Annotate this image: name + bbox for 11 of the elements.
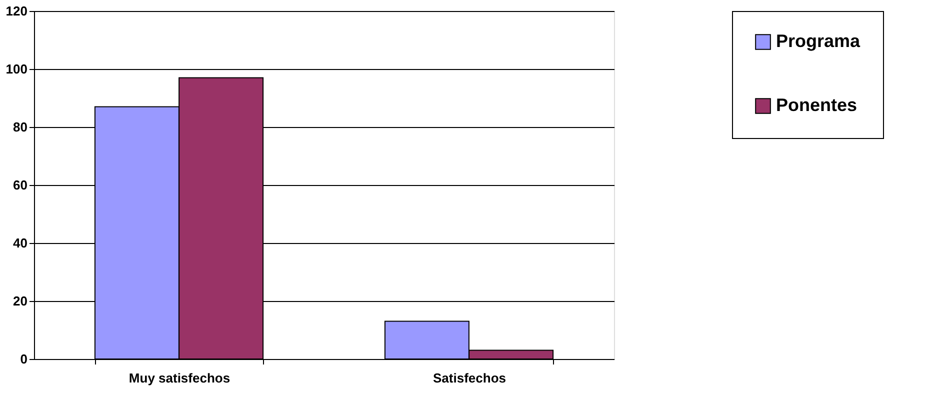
legend-label: Programa	[776, 31, 862, 51]
y-tick-label: 100	[6, 62, 28, 76]
y-tick-label: 80	[13, 120, 28, 134]
y-tick-label: 120	[6, 4, 28, 18]
x-tick-label: Satisfechos	[433, 370, 506, 386]
y-tick-label: 60	[13, 178, 28, 192]
y-tick-label: 20	[13, 294, 28, 308]
legend-label: Ponentes	[776, 95, 858, 115]
x-tick-label: Muy satisfechos	[128, 370, 230, 386]
y-tick-label: 0	[20, 352, 28, 366]
y-tick-label: 40	[13, 236, 28, 250]
